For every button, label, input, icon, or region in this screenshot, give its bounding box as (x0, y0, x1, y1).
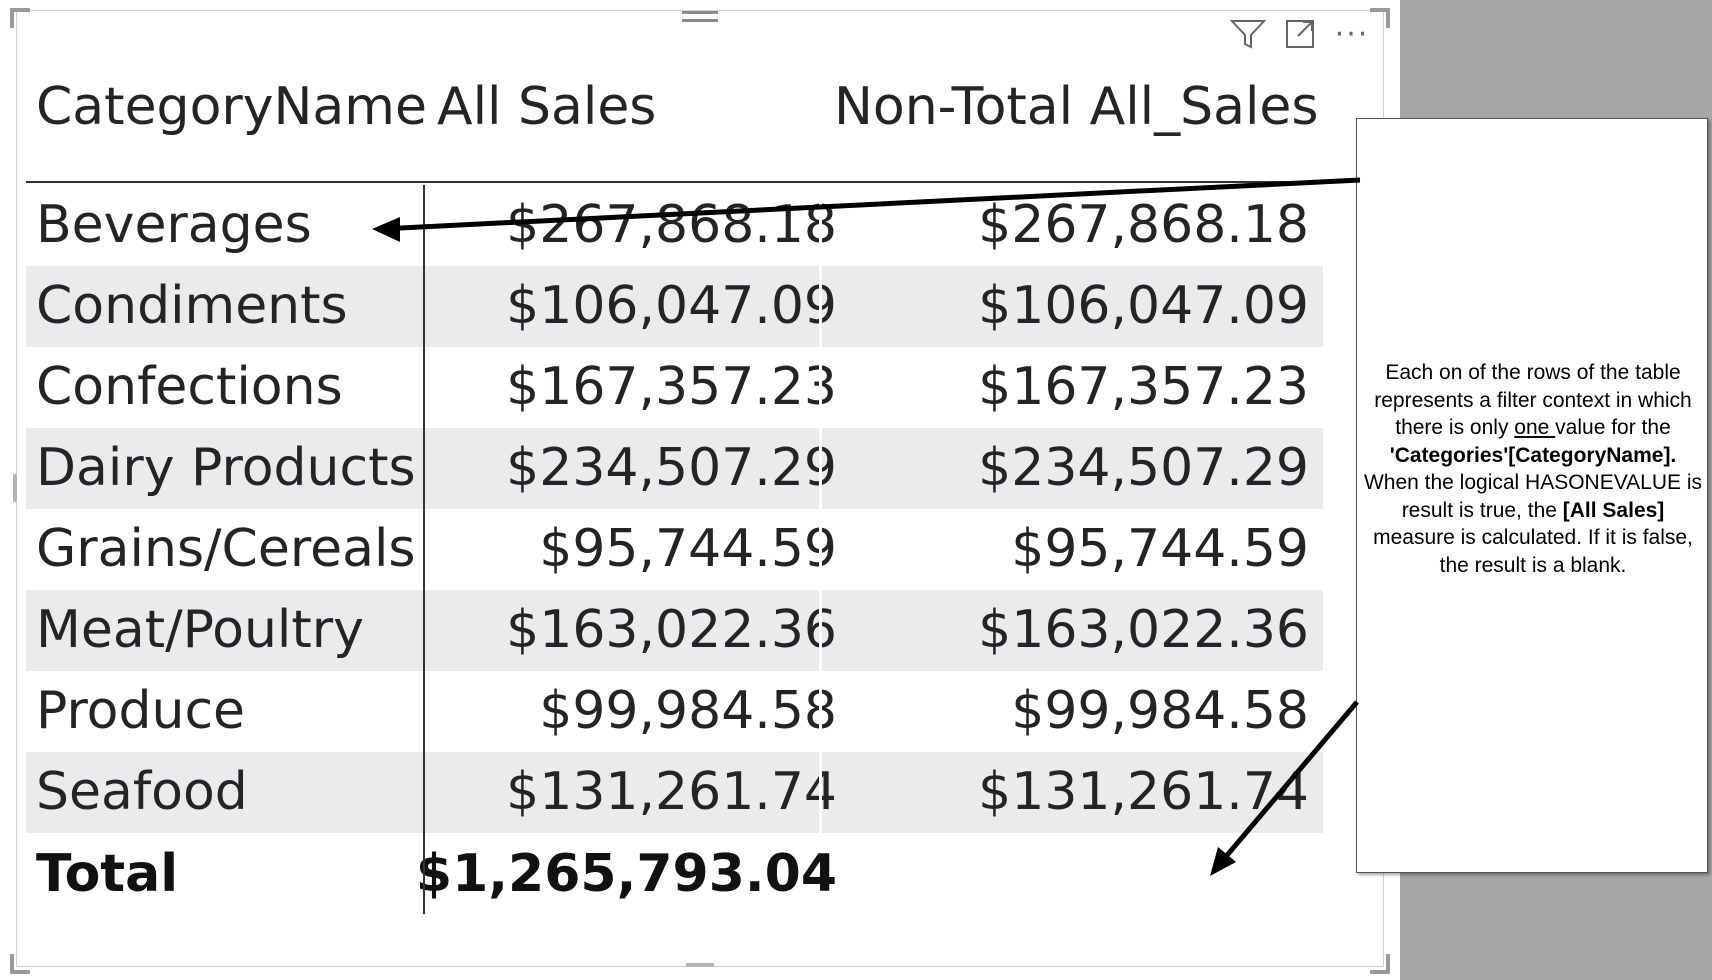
table-row[interactable]: Meat/Poultry $163,022.36 $163,022.36 (26, 590, 1323, 671)
category-cell: Condiments (36, 276, 348, 336)
all-sales-cell: $163,022.36 (506, 600, 837, 660)
table-row[interactable]: Produce $99,984.58 $99,984.58 (26, 671, 1323, 752)
resize-handle-left[interactable] (13, 474, 17, 502)
category-cell: Grains/Cereals (36, 519, 416, 579)
category-cell: Produce (36, 681, 246, 741)
arrow-to-beverages (379, 177, 1361, 232)
non-total-cell: $99,984.58 (1011, 681, 1309, 741)
table-row[interactable]: Confections $167,357.23 $167,357.23 (26, 347, 1323, 428)
non-total-cell: $106,047.09 (978, 276, 1309, 336)
non-total-cell: $167,357.23 (978, 357, 1309, 417)
annotation-text-part: measure is calculated. If it is false, t… (1373, 526, 1693, 577)
header-divider (26, 181, 1323, 183)
all-sales-cell: $267,868.18 (506, 195, 837, 255)
drag-grip-icon[interactable] (682, 8, 718, 38)
annotation-text-part: Each on of the rows of the table represe… (1374, 361, 1692, 439)
all-sales-cell: $167,357.23 (506, 357, 837, 417)
non-total-cell: $234,507.29 (978, 438, 1309, 498)
annotation-underlined-word: one (1514, 416, 1556, 439)
all-sales-cell: $106,047.09 (506, 276, 837, 336)
resize-handle-bottom-right[interactable] (1370, 954, 1390, 974)
non-total-cell: $267,868.18 (978, 195, 1309, 255)
category-cell: Seafood (36, 762, 248, 822)
resize-handle-top-right[interactable] (1370, 8, 1390, 28)
category-cell: Confections (36, 357, 343, 417)
more-options-glyph: ··· (1334, 16, 1370, 52)
resize-handle-bottom[interactable] (686, 963, 714, 967)
non-total-cell: $131,261.74 (978, 762, 1309, 822)
header-categoryname[interactable]: CategoryName (36, 77, 427, 137)
resize-handle-top-left[interactable] (10, 8, 30, 28)
column-separator (819, 185, 822, 834)
category-cell: Beverages (36, 195, 312, 255)
annotation-callout-box: Each on of the rows of the table represe… (1356, 118, 1708, 873)
table-row[interactable]: Seafood $131,261.74 $131,261.74 (26, 752, 1323, 833)
filter-icon[interactable] (1228, 16, 1268, 52)
more-options-icon[interactable]: ··· (1332, 16, 1372, 52)
total-row[interactable]: Total $1,265,793.04 (26, 834, 1323, 915)
header-non-total-all-sales[interactable]: Non-Total All_Sales (834, 77, 1319, 137)
arrow-head-beverages (372, 217, 400, 242)
resize-handle-bottom-left[interactable] (10, 954, 30, 974)
table-row[interactable]: Dairy Products $234,507.29 $234,507.29 (26, 428, 1323, 509)
non-total-cell: $163,022.36 (978, 600, 1309, 660)
category-cell: Meat/Poultry (36, 600, 364, 660)
annotation-text-part: When the logical HASONEVALUE is result i… (1363, 471, 1703, 522)
annotation-bold-column: 'Categories'[CategoryName]. (1389, 443, 1677, 467)
column-divider (423, 185, 425, 914)
arrow-head-blank-total (1210, 847, 1236, 876)
table-row[interactable]: Grains/Cereals $95,744.59 $95,744.59 (26, 509, 1323, 590)
focus-mode-icon[interactable] (1280, 16, 1320, 52)
all-sales-cell: $99,984.58 (539, 681, 837, 741)
annotation-text: Each on of the rows of the table represe… (1363, 359, 1703, 579)
total-all-sales-cell: $1,265,793.04 (415, 844, 837, 904)
header-all-sales[interactable]: All Sales (437, 77, 657, 137)
total-label: Total (36, 844, 179, 904)
annotation-bold-measure: [All Sales] (1562, 498, 1665, 522)
all-sales-cell: $131,261.74 (506, 762, 837, 822)
table-row[interactable]: Beverages $267,868.18 $267,868.18 (26, 185, 1323, 266)
table-row[interactable]: Condiments $106,047.09 $106,047.09 (26, 266, 1323, 347)
all-sales-cell: $95,744.59 (539, 519, 837, 579)
all-sales-cell: $234,507.29 (506, 438, 837, 498)
arrow-to-blank-total (1221, 700, 1359, 862)
annotation-text-part: value for the (1555, 416, 1671, 439)
non-total-cell: $95,744.59 (1011, 519, 1309, 579)
category-cell: Dairy Products (36, 438, 416, 498)
